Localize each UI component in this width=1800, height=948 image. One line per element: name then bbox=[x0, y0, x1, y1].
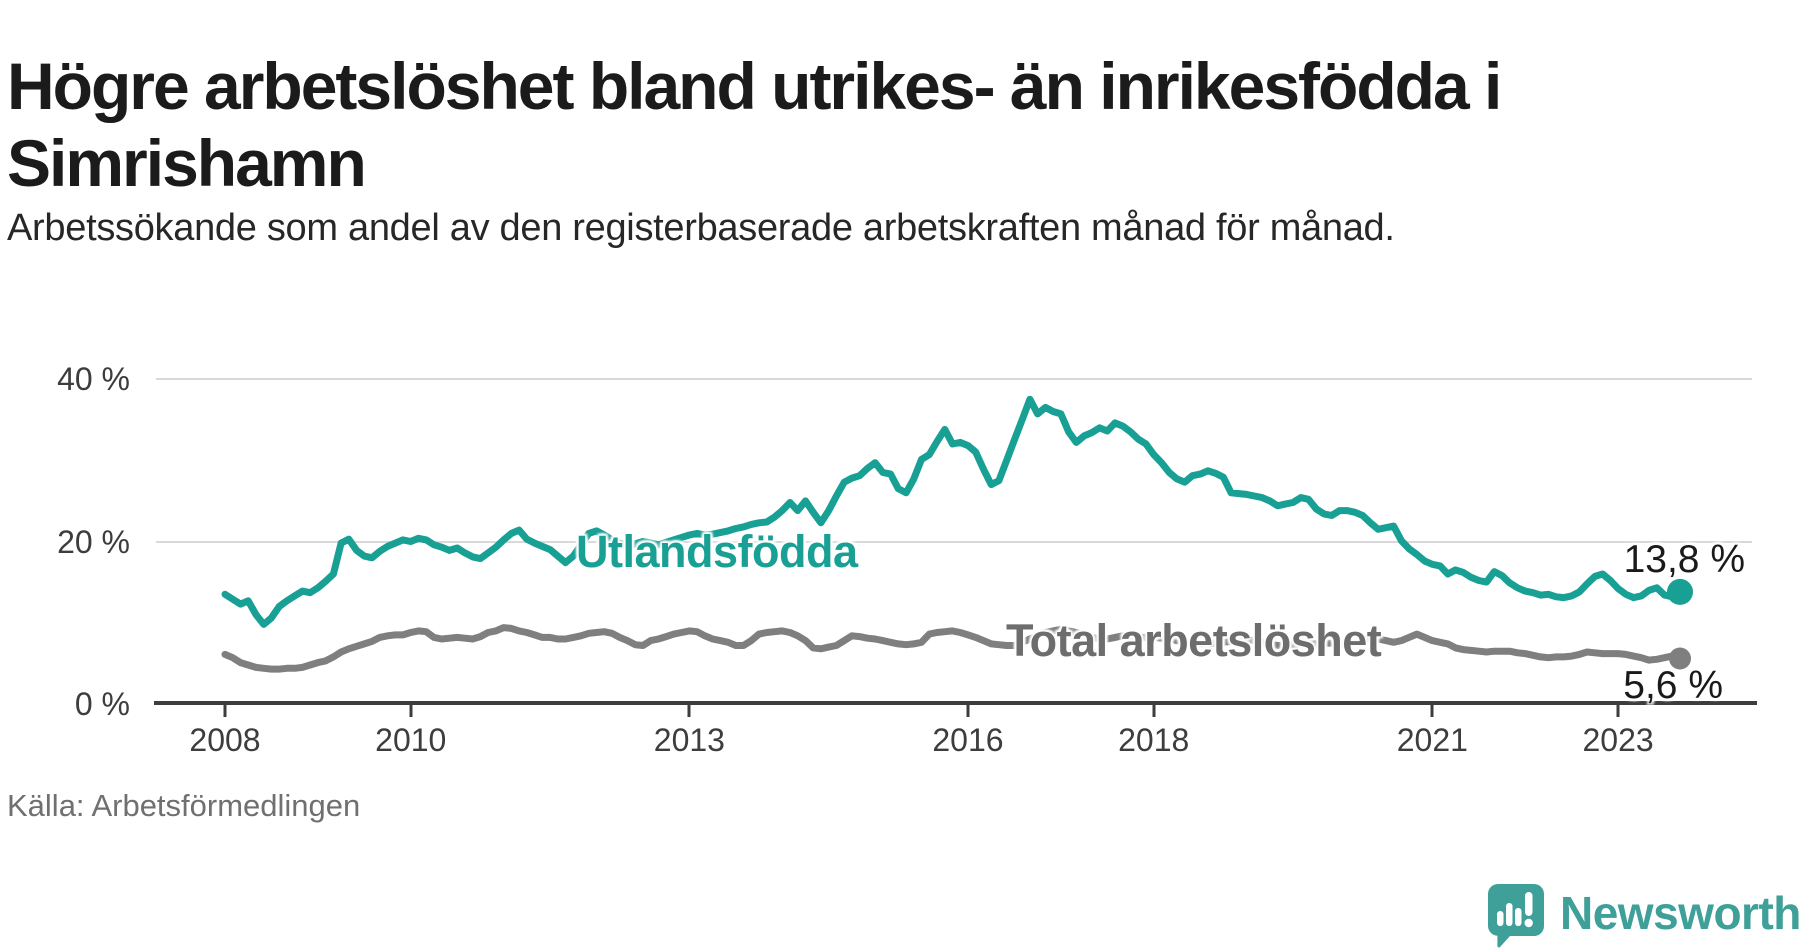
y-axis-label-40: 40 % bbox=[57, 361, 130, 397]
end-dot-utlandsfodda bbox=[1667, 578, 1693, 605]
chart-subtitle: Arbetssökande som andel av den registerb… bbox=[7, 207, 1395, 249]
y-axis-label-0: 0 % bbox=[74, 686, 130, 722]
x-axis-label-2018: 2018 bbox=[1118, 722, 1190, 758]
newsworthy-logo: Newsworthy bbox=[1488, 884, 1800, 948]
x-axis-tick-2010 bbox=[409, 705, 413, 717]
end-dot-total bbox=[1669, 647, 1691, 670]
x-axis-tick-2013 bbox=[687, 705, 691, 717]
gridline-20pct bbox=[156, 541, 1752, 543]
series-label-total-arbetsloshet: Total arbetslöshet bbox=[1006, 615, 1382, 666]
gridline-40pct bbox=[156, 378, 1752, 380]
x-axis-label-2010: 2010 bbox=[375, 722, 447, 758]
x-axis-tick-2016 bbox=[966, 705, 970, 717]
series-line-total bbox=[221, 624, 1684, 673]
x-axis-tick-2008 bbox=[223, 705, 227, 717]
end-value-total: 5,6 % bbox=[1623, 664, 1723, 707]
newsworthy-speech-bubble-chart-icon bbox=[1488, 884, 1544, 948]
x-axis-label-2016: 2016 bbox=[932, 722, 1004, 758]
x-axis-tick-2018 bbox=[1152, 705, 1156, 717]
x-axis-label-2021: 2021 bbox=[1396, 722, 1468, 758]
series-label-utlandsfodda: Utlandsfödda bbox=[576, 526, 858, 577]
source-note: Källa: Arbetsförmedlingen bbox=[7, 788, 361, 823]
x-axis-label-2008: 2008 bbox=[189, 722, 261, 758]
x-axis-label-2023: 2023 bbox=[1582, 722, 1654, 758]
x-axis-tick-2021 bbox=[1430, 705, 1434, 717]
x-axis-tick-2023 bbox=[1616, 705, 1620, 717]
series-line-utlandsfodda bbox=[221, 395, 1684, 628]
end-value-utlandsfodda: 13,8 % bbox=[1623, 538, 1745, 581]
x-axis-line bbox=[154, 701, 1757, 705]
x-axis-label-2013: 2013 bbox=[653, 722, 725, 758]
y-axis-label-20: 20 % bbox=[57, 524, 130, 560]
newsworthy-wordmark: Newsworthy bbox=[1560, 887, 1800, 939]
page-title: Högre arbetslöshet bland utrikes- än inr… bbox=[7, 49, 1502, 201]
